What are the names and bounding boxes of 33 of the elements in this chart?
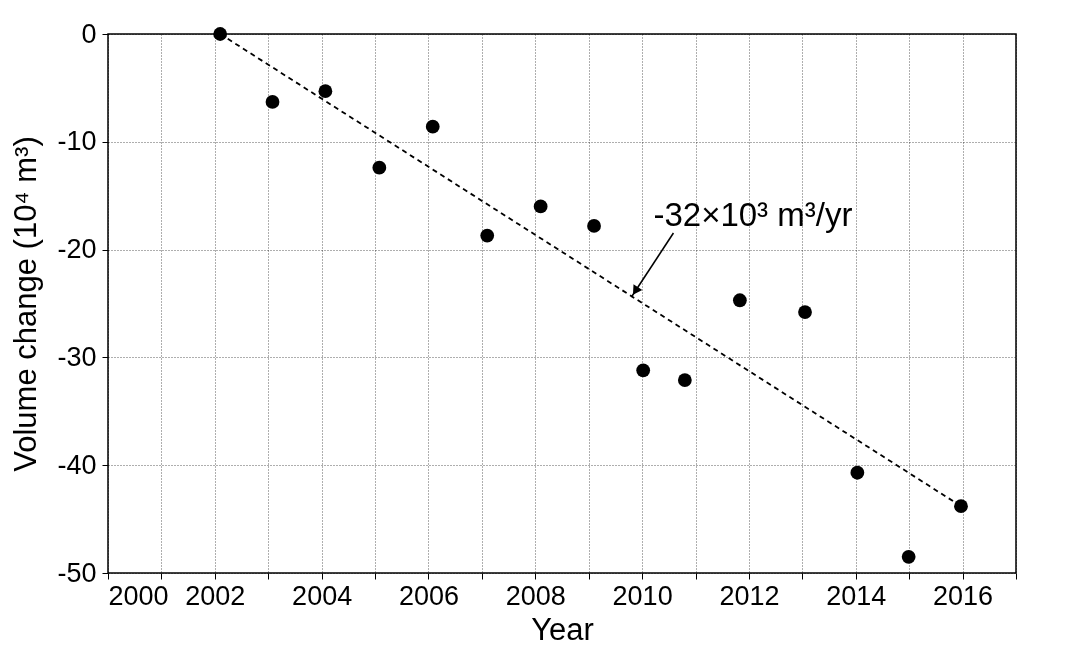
point xyxy=(732,293,747,308)
point xyxy=(587,219,601,233)
point xyxy=(318,84,333,99)
point xyxy=(265,95,280,109)
y-tick-label: 0 xyxy=(81,18,97,49)
point xyxy=(850,465,865,480)
x-tick-label: 2002 xyxy=(185,580,246,611)
x-axis-title: Year xyxy=(531,611,594,647)
annotation: -32×10³ m³/yr xyxy=(653,196,853,234)
point xyxy=(798,305,812,319)
y-tick-label: -10 xyxy=(57,126,97,157)
point xyxy=(425,119,440,134)
point xyxy=(901,549,916,564)
x-tick-label: 2004 xyxy=(292,580,353,611)
x-tick-label: 2006 xyxy=(398,580,460,611)
point xyxy=(677,373,692,387)
y-axis-title: Volume change (10⁴ m³) xyxy=(8,136,44,472)
y-tick-label: -40 xyxy=(57,449,97,480)
point xyxy=(533,199,548,214)
y-tick-label: -50 xyxy=(57,557,97,588)
y-tick-label: -20 xyxy=(57,234,97,265)
point xyxy=(954,499,968,514)
point xyxy=(213,27,228,41)
point xyxy=(372,160,387,175)
x-tick-label: 2014 xyxy=(826,580,887,611)
x-tick-label: 2010 xyxy=(612,580,673,611)
point xyxy=(480,228,495,243)
x-tick-label: 2008 xyxy=(505,580,566,611)
x-tick-label: 2000 xyxy=(108,580,169,611)
point xyxy=(636,363,651,378)
x-tick-label: 2016 xyxy=(933,580,994,611)
y-tick-label: -30 xyxy=(57,341,97,372)
x-tick-label: 2012 xyxy=(719,580,780,611)
